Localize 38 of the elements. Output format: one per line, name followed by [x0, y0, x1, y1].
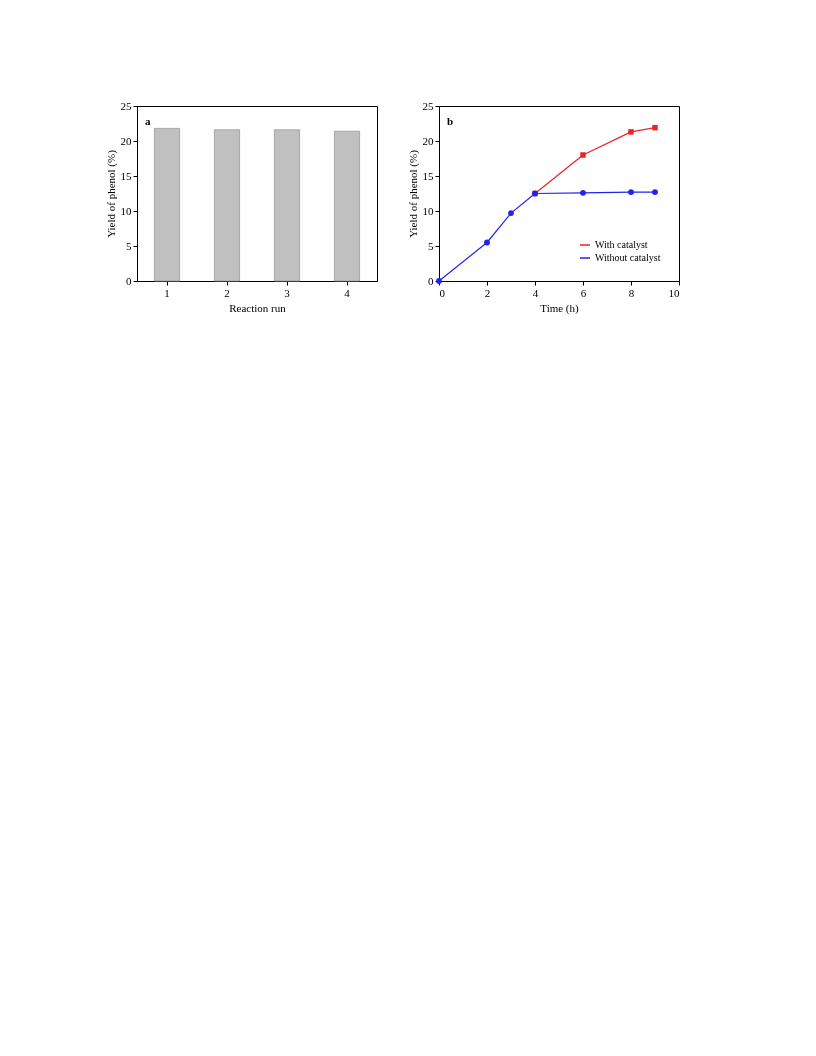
point — [628, 189, 634, 196]
y-tick-label: 20 — [422, 134, 434, 147]
point — [484, 239, 490, 246]
x-tick-label: 3 — [284, 286, 291, 299]
annotation: a — [145, 115, 151, 127]
y-axis-title: Yield of phenol (%) — [104, 149, 118, 238]
x-tick-label: 1 — [164, 286, 170, 299]
x-tick-label: 10 — [668, 286, 680, 299]
point — [508, 210, 514, 217]
x-tick-label: 4 — [344, 286, 351, 299]
legend-label: With catalyst — [595, 239, 648, 250]
point — [628, 129, 634, 135]
x-axis-title: Reaction run — [229, 301, 287, 314]
y-tick-label: 0 — [428, 274, 434, 287]
y-axis-title: Yield of phenol (%) — [406, 149, 420, 238]
y-tick-label: 10 — [422, 204, 434, 217]
y-tick-label: 15 — [120, 169, 132, 182]
y-tick-label: 5 — [428, 239, 434, 252]
x-tick-label: 0 — [439, 286, 446, 299]
x-tick-label: 6 — [580, 286, 587, 299]
x-tick-label: 2 — [484, 286, 491, 299]
point — [652, 189, 658, 196]
point — [580, 152, 586, 158]
point — [652, 124, 658, 131]
x-tick-label: 4 — [532, 286, 539, 299]
y-tick-label: 10 — [120, 204, 132, 217]
y-tick-label: 15 — [422, 169, 434, 182]
y-tick-label: 0 — [126, 274, 132, 287]
legend-label: Without catalyst — [595, 252, 661, 263]
y-tick-label: 25 — [422, 99, 434, 112]
x-axis-title: Time (h) — [540, 301, 580, 315]
x-tick-label: 8 — [628, 286, 635, 299]
y-tick-label: 20 — [120, 134, 132, 147]
x-tick-label: 2 — [224, 286, 230, 299]
point — [580, 189, 586, 196]
y-tick-label: 25 — [120, 99, 132, 112]
y-tick-label: 5 — [126, 239, 132, 252]
annotation: b — [447, 115, 454, 127]
